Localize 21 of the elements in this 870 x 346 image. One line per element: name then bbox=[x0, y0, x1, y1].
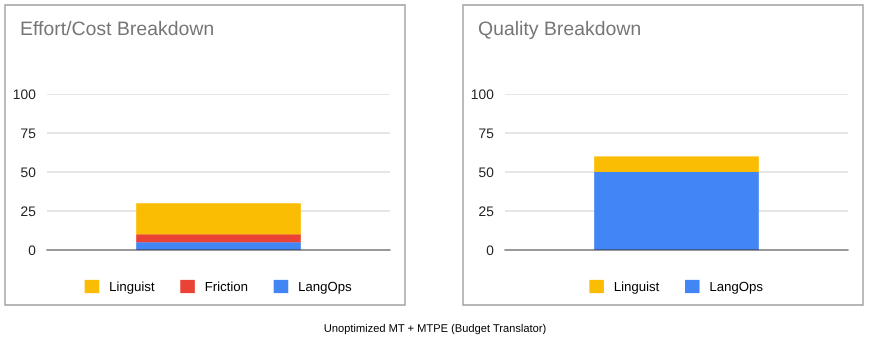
y-tick-label: 50 bbox=[20, 167, 36, 178]
text: Unoptimized MT + MTPE (Budget Translator) bbox=[324, 324, 546, 334]
chart-title: Quality Breakdown bbox=[478, 20, 640, 40]
y-tick-label: 25 bbox=[21, 206, 36, 216]
y-tick-label: 25 bbox=[479, 206, 494, 216]
legend-label: LangOps bbox=[299, 282, 352, 294]
y-tick-label: 50 bbox=[478, 167, 494, 178]
legend-label: Friction bbox=[206, 281, 248, 292]
bar bbox=[136, 203, 301, 234]
chart-title: Effort/Cost Breakdown bbox=[22, 20, 213, 36]
y-tick-label: 75 bbox=[21, 128, 36, 138]
y-tick-label: 100 bbox=[14, 89, 36, 100]
legend-label: LangOps bbox=[710, 282, 762, 294]
bar bbox=[136, 234, 301, 242]
legend-label: Linguist bbox=[614, 281, 660, 294]
legend-label: Linguist bbox=[110, 281, 154, 294]
bar bbox=[136, 242, 301, 250]
y-tick-label: 0 bbox=[28, 245, 36, 256]
y-tick-label: 0 bbox=[486, 245, 494, 256]
y-tick-label: 100 bbox=[472, 89, 494, 100]
y-tick-label: 75 bbox=[479, 128, 494, 138]
